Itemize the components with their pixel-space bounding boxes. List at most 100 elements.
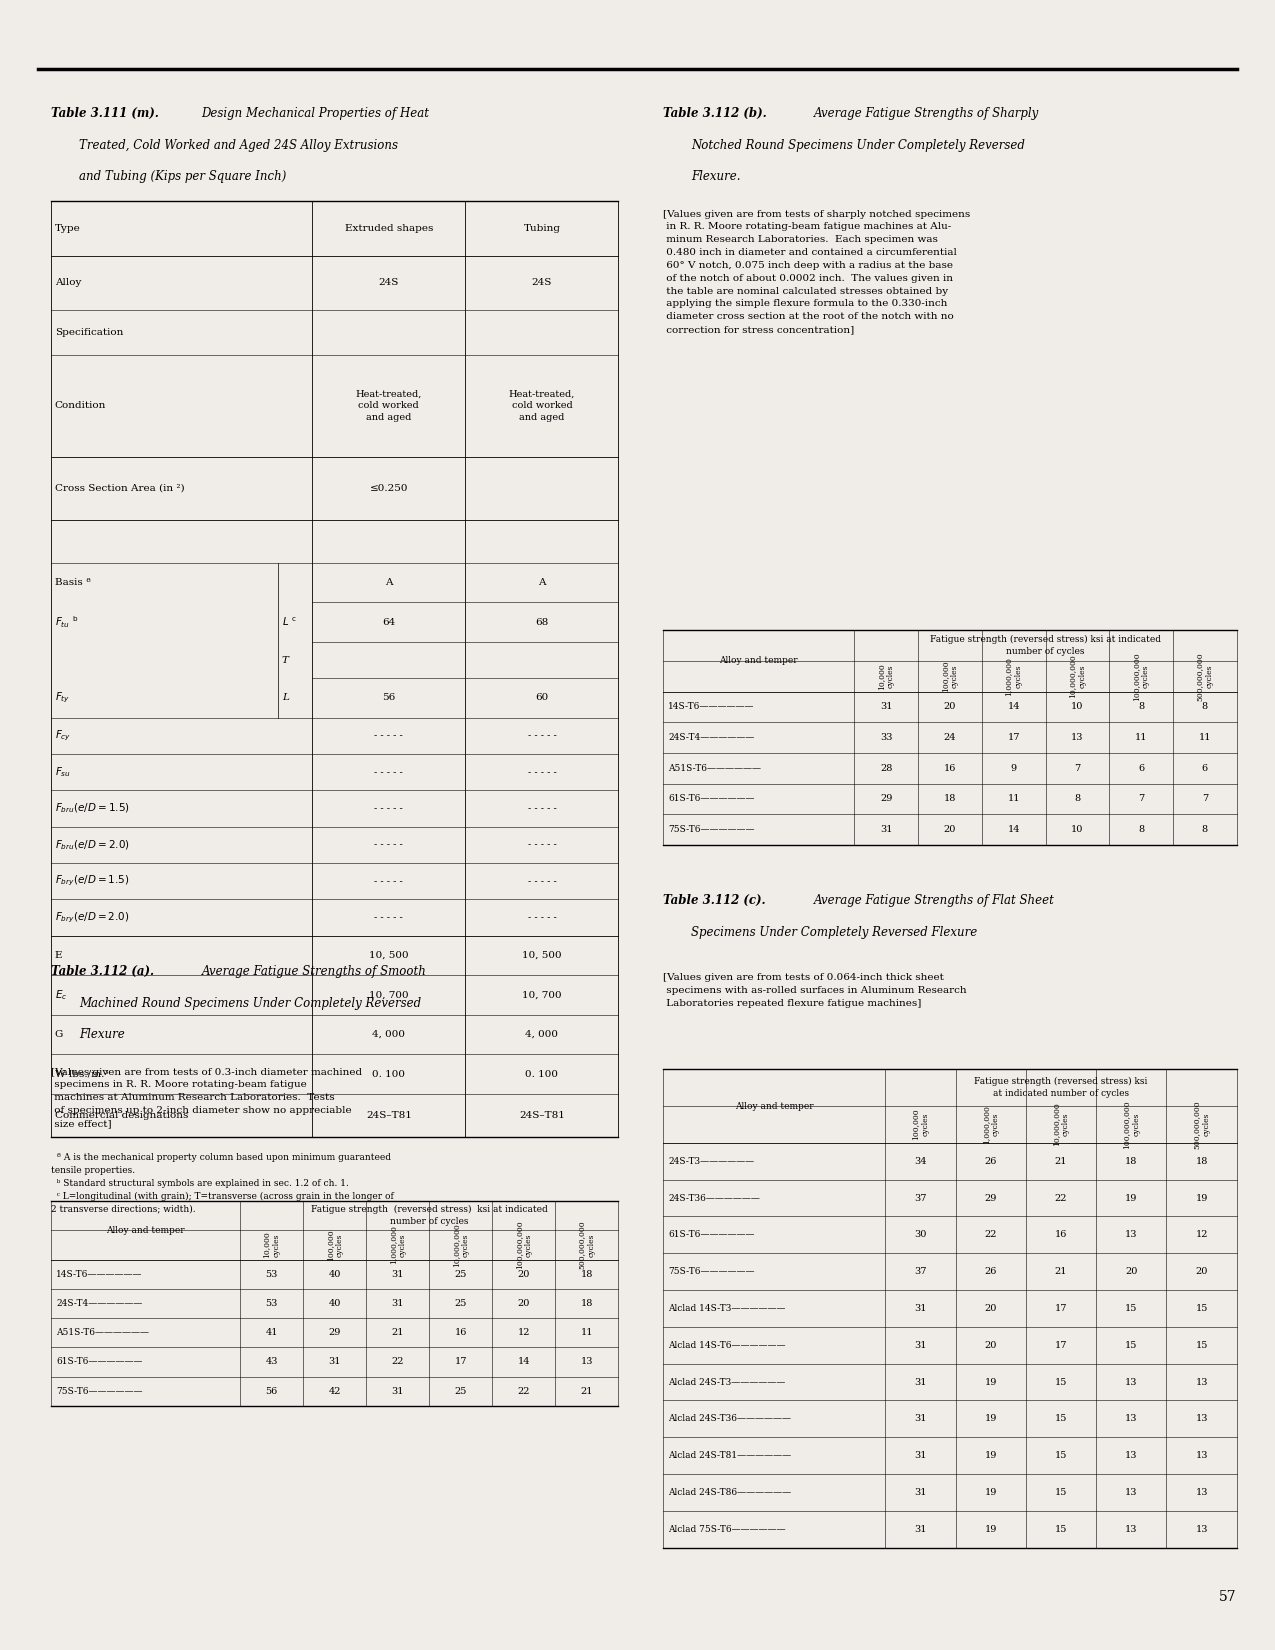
- Text: 13: 13: [1196, 1525, 1207, 1535]
- Text: 24S-T4——————: 24S-T4——————: [56, 1299, 143, 1308]
- Text: Fatigue strength  (reversed stress)  ksi at indicated
number of cycles: Fatigue strength (reversed stress) ksi a…: [311, 1206, 548, 1226]
- Text: Table 3.112 (c).: Table 3.112 (c).: [663, 894, 765, 908]
- Text: 7: 7: [1139, 794, 1144, 804]
- Text: 29: 29: [880, 794, 892, 804]
- Text: $F_{bry}(e/D=2.0)$: $F_{bry}(e/D=2.0)$: [55, 911, 129, 924]
- Text: 10,000,000
cycles: 10,000,000 cycles: [451, 1223, 469, 1267]
- Text: 100,000,000
cycles: 100,000,000 cycles: [1122, 1101, 1140, 1148]
- Text: 31: 31: [391, 1299, 404, 1308]
- Text: Alloy: Alloy: [55, 279, 82, 287]
- Text: 13: 13: [1071, 733, 1084, 742]
- Text: 14: 14: [1007, 825, 1020, 833]
- Text: 20: 20: [984, 1341, 997, 1350]
- Text: 15: 15: [1196, 1304, 1207, 1313]
- Text: 22: 22: [518, 1386, 530, 1396]
- Text: 25: 25: [455, 1386, 467, 1396]
- Text: 61S-T6——————: 61S-T6——————: [668, 1231, 755, 1239]
- Text: 7: 7: [1202, 794, 1207, 804]
- Text: 4, 000: 4, 000: [525, 1030, 558, 1040]
- Text: Commercial designations: Commercial designations: [55, 1110, 189, 1120]
- Text: Average Fatigue Strengths of Sharply: Average Fatigue Strengths of Sharply: [813, 107, 1039, 120]
- Text: 13: 13: [1125, 1452, 1137, 1460]
- Text: 30: 30: [914, 1231, 927, 1239]
- Text: 13: 13: [1125, 1378, 1137, 1386]
- Text: 24: 24: [944, 733, 956, 742]
- Text: 4, 000: 4, 000: [372, 1030, 405, 1040]
- Text: 15: 15: [1054, 1488, 1067, 1497]
- Text: 40: 40: [329, 1299, 340, 1308]
- Text: 33: 33: [880, 733, 892, 742]
- Text: 13: 13: [1196, 1414, 1207, 1424]
- Text: 19: 19: [984, 1452, 997, 1460]
- Text: 64: 64: [382, 617, 395, 627]
- Text: 37: 37: [914, 1267, 927, 1275]
- Text: - - - - -: - - - - -: [528, 840, 556, 850]
- Text: 18: 18: [944, 794, 956, 804]
- Text: Table 3.111 (m).: Table 3.111 (m).: [51, 107, 159, 120]
- Text: A: A: [385, 578, 393, 587]
- Text: 8: 8: [1075, 794, 1080, 804]
- Text: 12: 12: [1196, 1231, 1207, 1239]
- Text: - - - - -: - - - - -: [375, 731, 403, 741]
- Text: Extruded shapes: Extruded shapes: [344, 224, 434, 233]
- Text: 14S-T6——————: 14S-T6——————: [56, 1270, 143, 1279]
- Text: - - - - -: - - - - -: [528, 731, 556, 741]
- Text: 10, 700: 10, 700: [521, 990, 562, 1000]
- Text: 14S-T6——————: 14S-T6——————: [668, 703, 755, 711]
- Text: 24S-T36——————: 24S-T36——————: [668, 1193, 760, 1203]
- Text: Tubing: Tubing: [523, 224, 561, 233]
- Text: 22: 22: [984, 1231, 997, 1239]
- Text: Machined Round Specimens Under Completely Reversed: Machined Round Specimens Under Completel…: [79, 997, 421, 1010]
- Text: Table 3.112 (a).: Table 3.112 (a).: [51, 965, 154, 978]
- Text: 31: 31: [880, 703, 892, 711]
- Text: 0. 100: 0. 100: [372, 1069, 405, 1079]
- Text: 10,000,000
cycles: 10,000,000 cycles: [1068, 655, 1086, 698]
- Text: 11: 11: [1007, 794, 1020, 804]
- Text: 8: 8: [1139, 825, 1144, 833]
- Text: Alloy and temper: Alloy and temper: [106, 1226, 185, 1234]
- Text: A51S-T6——————: A51S-T6——————: [668, 764, 761, 772]
- Text: Average Fatigue Strengths of Smooth: Average Fatigue Strengths of Smooth: [201, 965, 426, 978]
- Text: 61S-T6——————: 61S-T6——————: [668, 794, 755, 804]
- Text: 19: 19: [1125, 1193, 1137, 1203]
- Text: 8: 8: [1139, 703, 1144, 711]
- Text: 68: 68: [536, 617, 548, 627]
- Text: 57: 57: [1219, 1591, 1237, 1604]
- Text: 15: 15: [1054, 1525, 1067, 1535]
- Text: 20: 20: [518, 1270, 530, 1279]
- Text: 21: 21: [1054, 1267, 1067, 1275]
- Text: 11: 11: [1135, 733, 1148, 742]
- Text: [Values given are from tests of 0.3-inch diameter machined
 specimens in R. R. M: [Values given are from tests of 0.3-inch…: [51, 1068, 362, 1129]
- Text: 1,000,000
cycles: 1,000,000 cycles: [389, 1226, 407, 1264]
- Text: 31: 31: [329, 1358, 340, 1366]
- Text: - - - - -: - - - - -: [375, 804, 403, 813]
- Text: 10, 700: 10, 700: [368, 990, 409, 1000]
- Text: 500,000,000
cycles: 500,000,000 cycles: [1192, 1101, 1210, 1148]
- Text: 18: 18: [580, 1299, 593, 1308]
- Text: 34: 34: [914, 1157, 927, 1165]
- Text: 24S-T4——————: 24S-T4——————: [668, 733, 755, 742]
- Text: 7: 7: [1075, 764, 1080, 772]
- Text: Average Fatigue Strengths of Flat Sheet: Average Fatigue Strengths of Flat Sheet: [813, 894, 1054, 908]
- Text: 60: 60: [536, 693, 548, 703]
- Text: Alloy and temper: Alloy and temper: [734, 1102, 813, 1110]
- Text: 31: 31: [880, 825, 892, 833]
- Text: 10, 500: 10, 500: [521, 950, 562, 960]
- Text: T: T: [282, 655, 288, 665]
- Text: - - - - -: - - - - -: [528, 912, 556, 922]
- Text: Cross Section Area (in ²): Cross Section Area (in ²): [55, 483, 185, 493]
- Text: 9: 9: [1011, 764, 1016, 772]
- Text: 10: 10: [1071, 825, 1084, 833]
- Text: 15: 15: [1054, 1414, 1067, 1424]
- Text: 17: 17: [1007, 733, 1020, 742]
- Text: 15: 15: [1196, 1341, 1207, 1350]
- Text: 31: 31: [914, 1378, 927, 1386]
- Text: Alclad 24S-T86——————: Alclad 24S-T86——————: [668, 1488, 792, 1497]
- Text: 75S-T6——————: 75S-T6——————: [668, 1267, 755, 1275]
- Text: $F_{tu}$ $^{\rm b}$: $F_{tu}$ $^{\rm b}$: [55, 614, 78, 630]
- Text: 10, 500: 10, 500: [368, 950, 409, 960]
- Text: 31: 31: [914, 1488, 927, 1497]
- Text: 41: 41: [265, 1328, 278, 1336]
- Text: 100,000,000
cycles: 100,000,000 cycles: [515, 1221, 533, 1269]
- Text: 1,000,000
cycles: 1,000,000 cycles: [1005, 657, 1023, 696]
